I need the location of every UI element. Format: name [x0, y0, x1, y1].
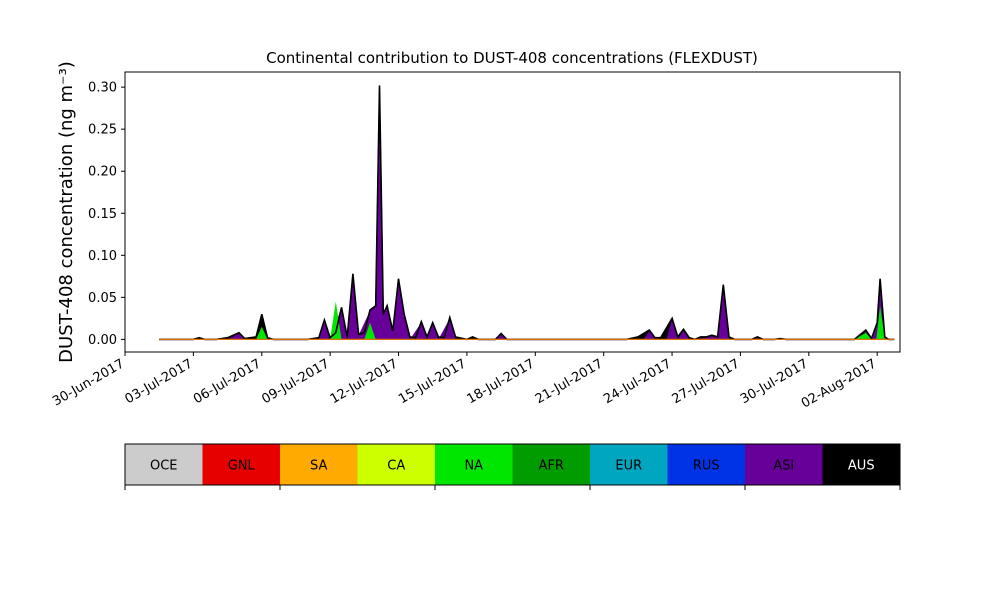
- y-tick-label: 0.10: [88, 249, 117, 264]
- x-axis-ticks: 30-Jun-201703-Jul-201706-Jul-201709-Jul-…: [50, 352, 879, 412]
- area-asi: [159, 87, 895, 340]
- legend-label-sa: SA: [310, 459, 327, 474]
- x-tick-label: 06-Jul-2017: [191, 356, 264, 407]
- x-tick-label: 09-Jul-2017: [259, 356, 332, 407]
- legend-label-rus: RUS: [693, 459, 720, 474]
- legend-swatch-aus: [822, 444, 900, 485]
- legend-swatch-eur: [590, 444, 668, 485]
- x-tick-label: 03-Jul-2017: [123, 356, 196, 407]
- x-tick-label: 24-Jul-2017: [601, 356, 674, 407]
- x-tick-label: 18-Jul-2017: [464, 356, 537, 407]
- y-tick-label: 0.25: [88, 123, 117, 138]
- axes-box: [124, 71, 901, 353]
- x-tick-label: 02-Aug-2017: [799, 356, 879, 411]
- legend-label-eur: EUR: [615, 459, 642, 474]
- legend-swatch-afr: [512, 444, 590, 485]
- legend-swatch-na: [435, 444, 513, 485]
- color-legend: OCE GNL SA CA NA AFR EUR RUS ASI AUS: [124, 443, 901, 490]
- legend-swatch-sa: [280, 444, 358, 485]
- y-tick-label: 0.30: [88, 81, 117, 96]
- x-tick-label: 27-Jul-2017: [670, 356, 743, 407]
- area-na: [159, 301, 895, 340]
- legend-frame: [124, 443, 901, 486]
- legend-label-afr: AFR: [539, 459, 564, 474]
- stacked-area-layers: [159, 85, 895, 341]
- legend-label-asi: ASI: [773, 459, 794, 474]
- legend-swatch-asi: [745, 444, 823, 485]
- legend-swatch-ca: [357, 444, 435, 485]
- y-axis-ticks: 0.00 0.05 0.10 0.15 0.20 0.25 0.30: [88, 81, 125, 348]
- legend-label-gnl: GNL: [228, 459, 256, 474]
- y-axis-label: DUST-408 concentration (ng m⁻³): [56, 61, 77, 363]
- y-tick-label: 0.20: [88, 165, 117, 180]
- y-tick-label: 0.15: [88, 207, 117, 222]
- x-tick-label: 15-Jul-2017: [396, 356, 469, 407]
- axes-frame: [124, 71, 901, 353]
- y-tick-label: 0.05: [88, 291, 117, 306]
- legend-label-aus: AUS: [848, 459, 875, 474]
- plot-area: 0.00 0.05 0.10 0.15 0.20 0.25 0.30 30-Jun-2017…: [50, 71, 901, 412]
- chart-title: Continental contribution to DUST-408 con…: [266, 49, 758, 67]
- y-tick-label: 0.00: [88, 333, 117, 348]
- total-area: [159, 85, 895, 340]
- legend-label-ca: CA: [387, 459, 405, 474]
- legend-label-oce: OCE: [150, 459, 178, 474]
- x-tick-label: 12-Jul-2017: [328, 356, 401, 407]
- legend-swatch-oce: [125, 444, 203, 485]
- total-line: [159, 85, 895, 341]
- x-tick-label: 21-Jul-2017: [533, 356, 606, 407]
- legend-swatch-gnl: [202, 444, 280, 485]
- legend-swatch-rus: [667, 444, 745, 485]
- legend-label-na: NA: [464, 459, 483, 474]
- x-tick-label: 30-Jun-2017: [50, 356, 127, 409]
